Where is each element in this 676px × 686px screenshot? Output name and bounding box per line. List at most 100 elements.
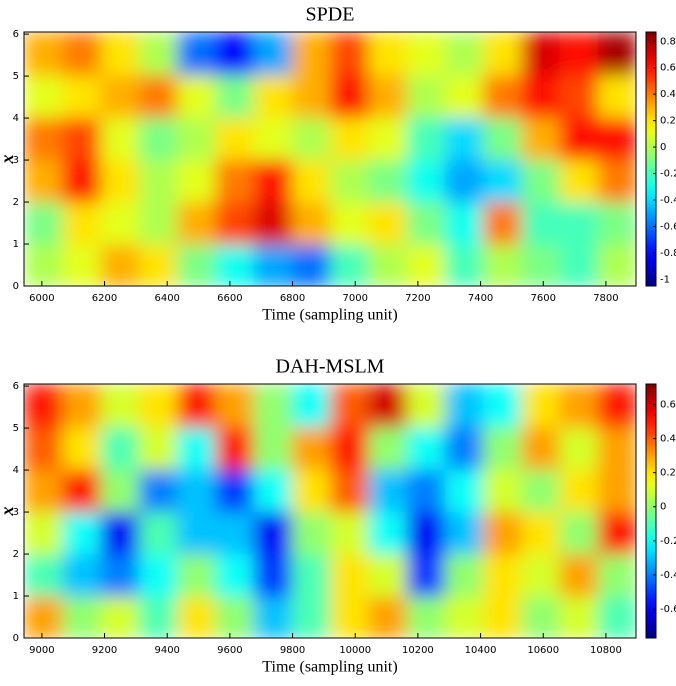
heat-cell (521, 468, 561, 512)
heat-cell (177, 243, 217, 286)
heat-cell (291, 32, 331, 76)
colorbar-tick-label: -0.2 (660, 169, 676, 180)
x-tick-label: 6200 (92, 293, 117, 304)
heat-cell (138, 426, 178, 470)
heat-cell (444, 32, 484, 76)
x-tick-label: 6000 (29, 293, 54, 304)
heat-cell (253, 116, 293, 160)
heat-cell (62, 116, 102, 160)
heat-cell (559, 384, 599, 428)
heat-cell (291, 201, 331, 245)
heat-cell (597, 468, 636, 512)
heat-cell (138, 32, 178, 76)
heat-cell (177, 511, 217, 555)
heat-cell (138, 468, 178, 512)
heat-cell (444, 384, 484, 428)
heat-cell (521, 116, 561, 160)
heat-cell (406, 201, 446, 245)
heatmap-cells (24, 384, 636, 638)
heat-cell (330, 468, 370, 512)
heat-cell (138, 595, 178, 638)
heat-cell (406, 74, 446, 118)
heat-cell (330, 32, 370, 76)
heat-cell (291, 468, 331, 512)
heat-cell (444, 74, 484, 118)
heat-cell (368, 74, 408, 118)
y-tick-label: 4 (13, 113, 19, 124)
heat-cell (559, 595, 599, 638)
heat-cell (253, 595, 293, 638)
heat-cell (597, 159, 636, 203)
heat-cell (253, 468, 293, 512)
heat-cell (483, 384, 523, 428)
heat-cell (406, 243, 446, 286)
heat-cell (100, 426, 140, 470)
heat-cell (368, 32, 408, 76)
heat-cell (406, 32, 446, 76)
colorbar-tick-label: -1 (660, 274, 670, 285)
heat-cell (406, 159, 446, 203)
heat-cell (559, 116, 599, 160)
colorbar-tick-label: 0.2 (660, 468, 676, 479)
x-tick-label: 6400 (154, 293, 179, 304)
heat-cell (177, 32, 217, 76)
y-tick-label: 0 (13, 281, 19, 292)
heat-cell (24, 511, 64, 555)
plot-frame (23, 31, 637, 287)
heat-cell (24, 426, 64, 470)
y-tick-label: 1 (13, 239, 19, 250)
heat-cell (483, 553, 523, 597)
heat-cell (24, 468, 64, 512)
heat-cell (559, 511, 599, 555)
heat-cell (444, 511, 484, 555)
heat-cell (559, 32, 599, 76)
heat-cell (62, 426, 102, 470)
heat-cell (24, 32, 64, 76)
heat-cell (597, 384, 636, 428)
x-tick-label: 9800 (280, 645, 305, 656)
heatmap-area (24, 384, 636, 638)
heat-cell (100, 201, 140, 245)
x-tick-label: 6800 (280, 293, 305, 304)
heat-cell (597, 32, 636, 76)
y-tick-label: 1 (13, 591, 19, 602)
heat-cell (291, 553, 331, 597)
heat-cell (253, 384, 293, 428)
heat-cell (291, 384, 331, 428)
heat-cell (253, 426, 293, 470)
heat-cell (406, 468, 446, 512)
heat-cell (521, 201, 561, 245)
heat-cell (62, 595, 102, 638)
colorbar-tick-label: -0.6 (660, 221, 676, 232)
heat-cell (330, 159, 370, 203)
heat-cell (291, 159, 331, 203)
heat-cell (215, 116, 255, 160)
x-tick-label: 7400 (468, 293, 493, 304)
heat-cell (62, 511, 102, 555)
heat-cell (62, 159, 102, 203)
x-tick-label: 10800 (590, 645, 622, 656)
heat-cell (215, 32, 255, 76)
heat-cell (483, 116, 523, 160)
heat-cell (368, 595, 408, 638)
y-axis-label: x (0, 507, 17, 517)
heat-cell (597, 595, 636, 638)
heat-cell (597, 74, 636, 118)
heat-cell (253, 201, 293, 245)
heat-cell (368, 511, 408, 555)
heat-cell (406, 595, 446, 638)
heat-cell (215, 159, 255, 203)
heat-cell (62, 74, 102, 118)
heat-cell (62, 201, 102, 245)
y-tick-label: 5 (13, 423, 19, 434)
heat-cell (100, 553, 140, 597)
heat-cell (559, 201, 599, 245)
heat-cell (444, 201, 484, 245)
plot-frame (23, 383, 637, 639)
x-tick-label: 9000 (29, 645, 54, 656)
heat-cell (100, 243, 140, 286)
heat-cell (368, 384, 408, 428)
heat-cell (100, 159, 140, 203)
heat-cell (330, 595, 370, 638)
